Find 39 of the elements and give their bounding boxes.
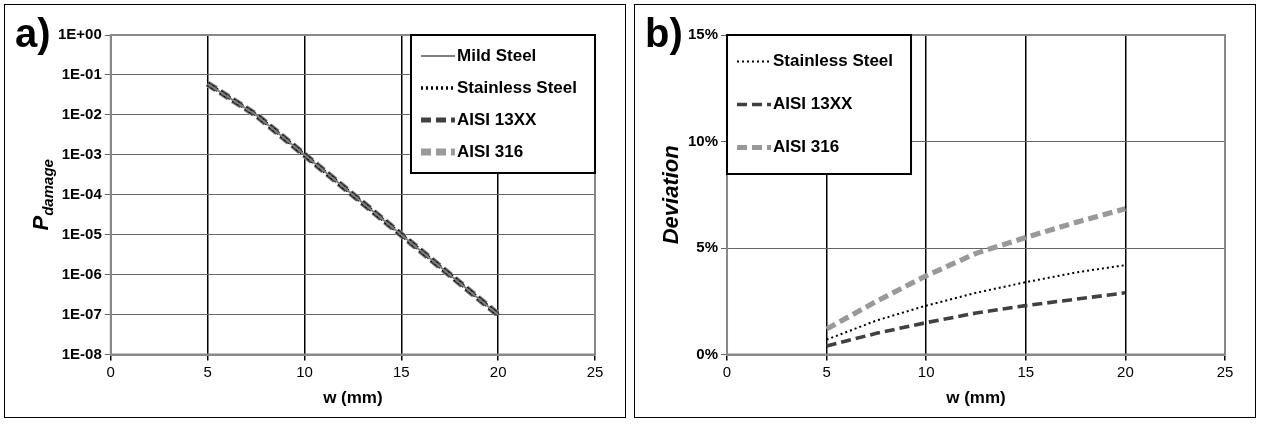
legend-label: AISI 13XX — [773, 94, 854, 114]
y-tick-label: 1E-03 — [61, 144, 102, 162]
y-tick-label: 1E-05 — [61, 224, 102, 242]
chart-title: b) — [645, 11, 683, 55]
x-tick-label: 5 — [822, 362, 831, 380]
x-tick-label: 0 — [722, 362, 732, 380]
x-tick-label: 5 — [203, 362, 212, 380]
x-tick-label: 10 — [917, 362, 935, 380]
y-tick-label: 1E+00 — [57, 25, 102, 43]
y-tick-label: 15% — [687, 25, 719, 43]
y-tick-label: 0% — [696, 344, 719, 362]
legend-label: AISI 316 — [773, 137, 840, 157]
y-tick-label: 1E-02 — [61, 105, 102, 123]
y-tick-label: 1E-08 — [61, 344, 102, 362]
y-tick-label: 5% — [696, 238, 719, 256]
legend-label: Stainless Steel — [457, 77, 578, 97]
line-series — [824, 291, 1128, 348]
legend-label: AISI 316 — [457, 141, 524, 161]
y-tick-label: 1E-07 — [61, 304, 102, 322]
x-tick-label: 10 — [296, 362, 313, 380]
x-tick-label: 15 — [392, 362, 410, 380]
chart-title: a) — [15, 11, 51, 55]
legend-label: AISI 13XX — [457, 109, 538, 129]
x-axis-title: w (mm) — [322, 388, 383, 408]
y-tick-label: 1E-06 — [61, 264, 102, 282]
x-axis-title: w (mm) — [945, 388, 1006, 408]
x-tick-label: 25 — [586, 362, 604, 380]
x-tick-label: 20 — [1117, 362, 1134, 380]
y-axis-title: Deviation — [658, 145, 683, 245]
x-tick-label: 0 — [106, 362, 115, 380]
x-tick-label: 25 — [1216, 362, 1234, 380]
y-tick-label: 1E-01 — [61, 65, 102, 83]
y-tick-label: 1E-04 — [61, 184, 103, 202]
legend-label: Mild Steel — [457, 45, 537, 65]
x-tick-label: 15 — [1017, 362, 1035, 380]
legend-label: Stainless Steel — [773, 51, 894, 71]
y-axis-title: Pdamage — [28, 159, 56, 231]
x-tick-label: 20 — [489, 362, 507, 380]
y-tick-label: 10% — [687, 131, 719, 149]
